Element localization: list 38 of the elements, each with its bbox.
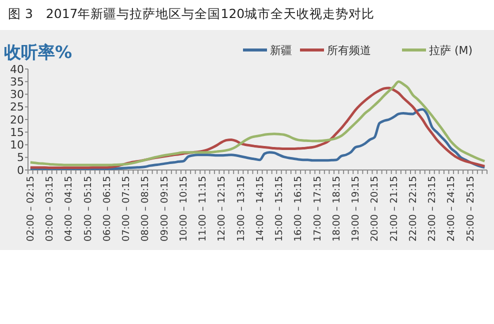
x-tick-label: 18:00 – 18:15 [331,176,342,242]
y-tick-label: 5 [17,151,24,164]
x-tick-label: 25:00 – 25:15 [465,176,476,242]
x-tick-label: 05:00 – 05:15 [82,176,94,242]
y-tick-label: 0 [17,164,24,177]
x-tick-label: 07:00 – 07:15 [121,176,132,242]
legend-label: 所有频道 [327,44,371,57]
y-tick-label: 15 [10,126,24,139]
y-tick-label: 35 [10,75,24,88]
x-tick-label: 11:00 – 11:15 [198,176,209,242]
y-axis-title: 收听率% [4,43,72,63]
x-tick-label: 08:00 – 08:15 [140,176,152,242]
y-tick-label: 20 [10,113,24,126]
x-tick-label: 02:00 – 02:15 [25,176,36,242]
x-tick-label: 19:00 – 19:15 [350,176,362,242]
chart-title: 图 3 2017年新疆与拉萨地区与全国120城市全天收视走势对比 [8,6,375,21]
legend-label: 拉萨 (M) [429,44,473,57]
y-tick-label: 30 [10,88,24,102]
x-tick-label: 20:00 – 20:15 [370,176,381,242]
x-tick-label: 24:00 – 24:15 [446,176,458,242]
x-tick-label: 10:00 – 10:15 [178,176,190,242]
x-tick-label: 22:00 – 22:15 [408,176,419,242]
x-tick-label: 06:00 – 06:15 [102,176,113,242]
x-tick-label: 04:00 – 04:15 [64,176,75,242]
y-tick-label: 25 [10,100,24,114]
x-tick-label: 14:00 – 14:15 [254,176,266,242]
x-tick-label: 03:00 – 03:15 [44,176,56,242]
y-tick-label: 10 [10,138,24,152]
x-tick-label: 21:00 – 21:15 [388,176,400,242]
x-tick-label: 12:00 – 12:15 [216,176,228,242]
x-tick-label: 23:00 – 23:15 [427,176,438,242]
x-tick-label: 16:00 – 16:15 [293,176,304,242]
x-tick-label: 13:00 – 13:15 [236,176,247,242]
x-tick-label: 09:00 – 09:15 [159,176,170,242]
y-tick-label: 40 [10,62,24,76]
legend-label: 新疆 [270,44,292,57]
x-tick-label: 15:00 – 15:15 [274,176,286,242]
x-tick-label: 17:00 – 17:15 [312,176,324,242]
